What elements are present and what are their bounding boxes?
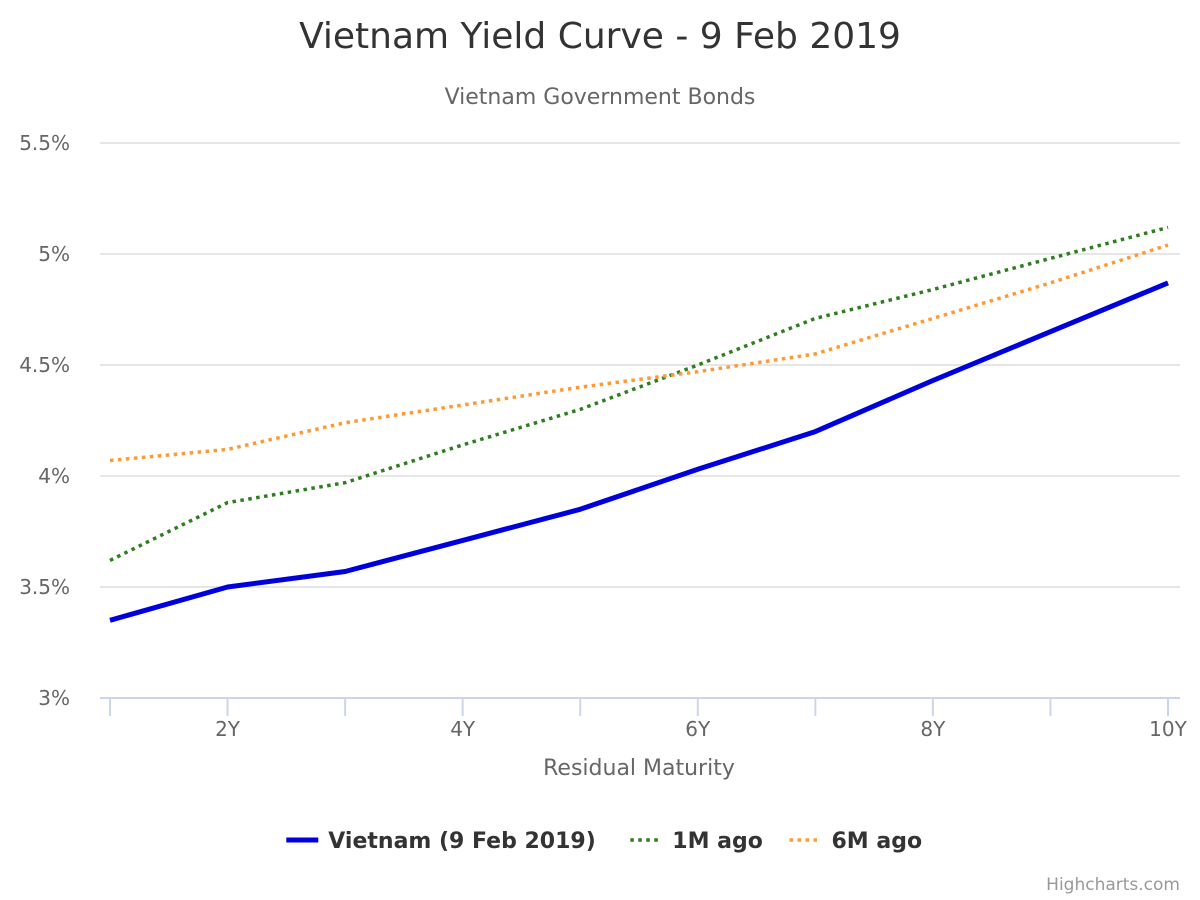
y-tick-label: 5.5% (19, 131, 70, 155)
x-tick-label: 10Y (1149, 717, 1187, 741)
y-tick-label: 3.5% (19, 575, 70, 599)
legend-label: 6M ago (832, 829, 923, 854)
legend-item-2[interactable]: 6M ago (789, 829, 923, 854)
x-tick-label: 4Y (450, 717, 476, 741)
legend[interactable]: Vietnam (9 Feb 2019) 1M ago 6M ago (286, 829, 922, 854)
x-tick-label: 6Y (685, 717, 711, 741)
credits-link[interactable]: Highcharts.com (1046, 875, 1180, 895)
y-tick-label: 4% (38, 464, 70, 488)
x-axis: 2Y 4Y 6Y 8Y 10Y (100, 697, 1188, 741)
chart-subtitle: Vietnam Government Bonds (445, 85, 756, 110)
y-tick-label: 5% (38, 242, 70, 266)
series-lines (109, 225, 1169, 623)
legend-item-0[interactable]: Vietnam (9 Feb 2019) (286, 829, 596, 854)
legend-item-1[interactable]: 1M ago (630, 829, 763, 854)
x-axis-title: Residual Maturity (543, 756, 735, 781)
grid-lines: 3% 3.5% 4% 4.5% 5% 5.5% (19, 131, 1180, 710)
y-tick-label: 4.5% (19, 353, 70, 377)
y-tick-label: 3% (38, 686, 70, 710)
series-line-0 (109, 280, 1169, 623)
series-line-1 (109, 225, 1169, 562)
x-tick-label: 8Y (920, 717, 946, 741)
chart-title: Vietnam Yield Curve - 9 Feb 2019 (299, 16, 901, 57)
legend-label: Vietnam (9 Feb 2019) (328, 829, 595, 854)
series-line-2 (109, 243, 1169, 463)
legend-label: 1M ago (672, 829, 763, 854)
x-tick-label: 2Y (215, 717, 241, 741)
